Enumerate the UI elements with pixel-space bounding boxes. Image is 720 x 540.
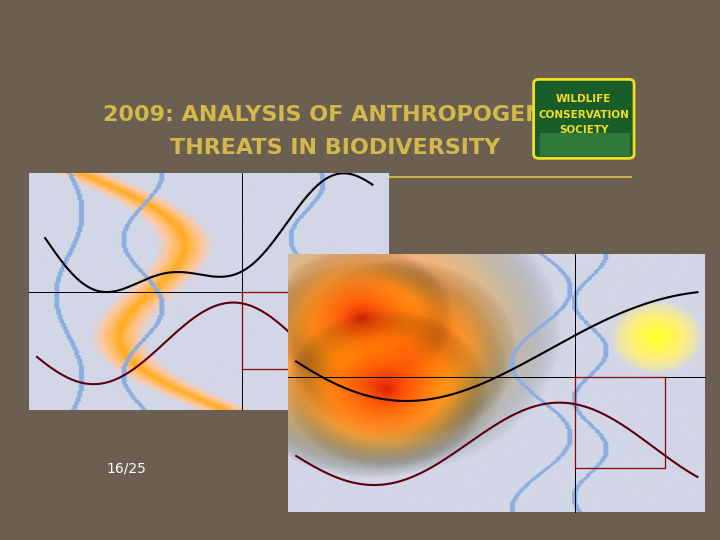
FancyBboxPatch shape — [540, 133, 630, 156]
Text: 2009: ANALYSIS OF ANTHROPOGENIC: 2009: ANALYSIS OF ANTHROPOGENIC — [103, 105, 568, 125]
Text: Results:: Results: — [112, 182, 182, 197]
Text: SOCIETY: SOCIETY — [559, 125, 608, 135]
Text: 16/25: 16/25 — [107, 461, 147, 475]
Text: Oil  exploitation: Oil exploitation — [141, 384, 262, 399]
Text: CONSERVATION: CONSERVATION — [539, 110, 629, 120]
Text: WILDLIFE: WILDLIFE — [556, 94, 611, 104]
Text: THREATS IN BIODIVERSITY: THREATS IN BIODIVERSITY — [171, 138, 500, 158]
Text: Deforestation.: Deforestation. — [437, 274, 546, 288]
FancyBboxPatch shape — [534, 79, 634, 158]
